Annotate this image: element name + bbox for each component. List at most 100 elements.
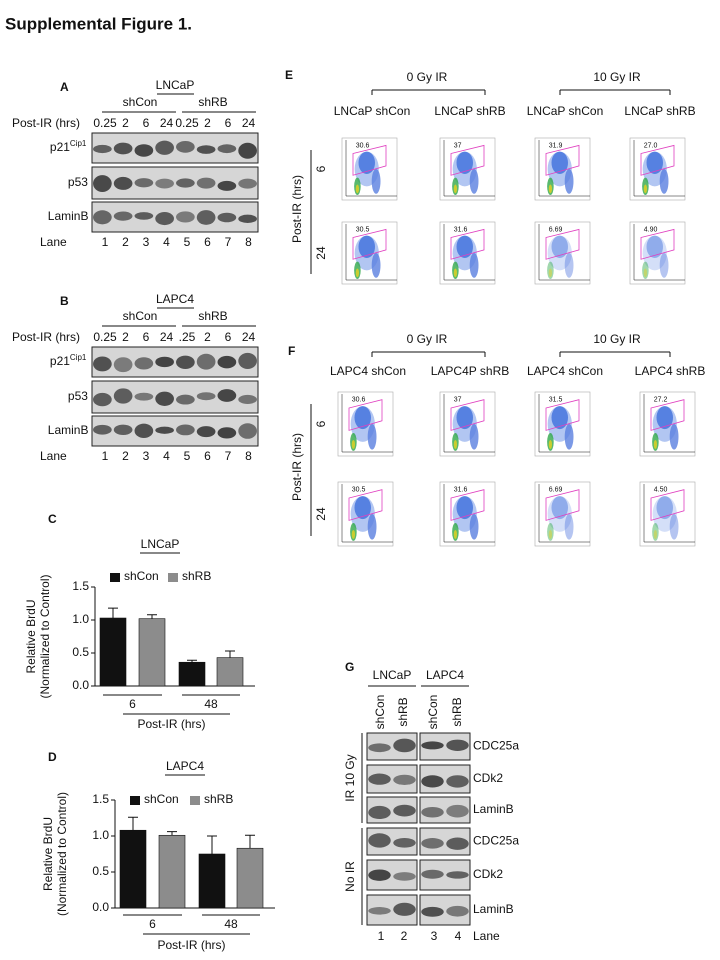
flow-gate (450, 144, 485, 176)
bar (178, 661, 206, 687)
flow-cloud (469, 514, 479, 540)
label: 4 (163, 449, 170, 463)
legend-swatch (130, 796, 140, 805)
label: LNCaP shCon (334, 104, 411, 118)
band (446, 739, 469, 751)
error-bar (128, 816, 138, 831)
label: Lane (40, 235, 67, 249)
label: 2 (204, 116, 211, 130)
gate-value: 31.5 (549, 397, 563, 404)
gate-value: 27.0 (644, 142, 658, 149)
flow-cloud (354, 496, 371, 520)
flow-cloud (355, 268, 360, 278)
gate-value: 31.9 (549, 142, 563, 149)
gate-value: 6.69 (549, 487, 563, 494)
label: (Normalized to Control) (38, 574, 52, 698)
flow-cloud (551, 235, 568, 258)
flow-gate (545, 228, 580, 260)
band (217, 180, 237, 191)
bar (138, 618, 166, 687)
band (93, 175, 112, 192)
band (113, 388, 133, 404)
flow-cloud (367, 424, 377, 450)
band (217, 355, 237, 369)
y-tick-label: 1.0 (72, 612, 89, 626)
gate-value: 31.6 (454, 487, 468, 494)
band (93, 356, 112, 372)
band (446, 905, 469, 917)
band (176, 141, 195, 153)
blot-label: LaminB (48, 209, 89, 223)
flow-cloud (456, 406, 473, 430)
label: 2 (401, 929, 408, 943)
x-tick-label: 6 (129, 697, 136, 711)
flow-cloud (669, 424, 679, 450)
flow-cloud (351, 440, 356, 449)
band (93, 144, 112, 154)
band (446, 871, 469, 879)
label: 1 (378, 929, 385, 943)
flow-gate (650, 399, 685, 431)
band (393, 837, 416, 848)
label: D (48, 750, 57, 764)
error-bar (108, 607, 118, 619)
band (176, 424, 195, 436)
flow-cloud (653, 530, 658, 539)
band (421, 775, 444, 788)
flow-gate (450, 489, 485, 521)
band (217, 144, 237, 154)
band (368, 869, 391, 881)
label: 4 (163, 235, 170, 249)
band (176, 178, 195, 188)
band (113, 176, 133, 190)
label: F (288, 344, 295, 358)
flow-cloud (669, 514, 679, 540)
x-tick-label: 48 (224, 917, 238, 931)
flow-cloud (367, 514, 377, 540)
band (196, 177, 216, 189)
label: Lane (40, 449, 67, 463)
flow-cloud (551, 151, 568, 174)
band (155, 391, 174, 406)
band (155, 212, 174, 226)
blot-sup: Cip1 (70, 353, 87, 362)
band (421, 869, 444, 879)
flow-cloud (351, 530, 356, 539)
label: 2 (122, 330, 129, 344)
flow-cloud (453, 184, 458, 194)
band (155, 140, 174, 155)
band (113, 142, 133, 155)
label: 3 (143, 449, 150, 463)
band (238, 423, 257, 439)
label: 2 (122, 116, 129, 130)
gate-value: 4.50 (654, 487, 668, 494)
label: IR 10 Gy (343, 754, 357, 801)
flow-cloud (548, 440, 553, 449)
band (368, 773, 391, 785)
band (393, 774, 416, 785)
label: 10 Gy IR (593, 332, 641, 346)
label: LNCaP (141, 537, 180, 551)
flow-cloud (453, 440, 458, 449)
band (238, 214, 257, 224)
band (368, 805, 391, 820)
band (238, 352, 257, 369)
label: 6 (204, 235, 211, 249)
flow-cloud (551, 406, 568, 430)
band (368, 833, 391, 848)
flow-gate (348, 489, 383, 521)
label: 6 (225, 330, 232, 344)
label: LaminB (473, 802, 514, 816)
legend-label: shRB (182, 569, 211, 583)
band (446, 837, 469, 850)
bar (198, 853, 226, 909)
band (155, 356, 174, 368)
flow-cloud (371, 169, 381, 194)
label: E (285, 68, 293, 82)
label: G (345, 660, 354, 674)
blot-label: LaminB (48, 423, 89, 437)
label: shRB (450, 697, 464, 726)
error-bar (147, 614, 157, 619)
label: Post-IR (hrs) (137, 717, 205, 731)
band (217, 389, 237, 402)
